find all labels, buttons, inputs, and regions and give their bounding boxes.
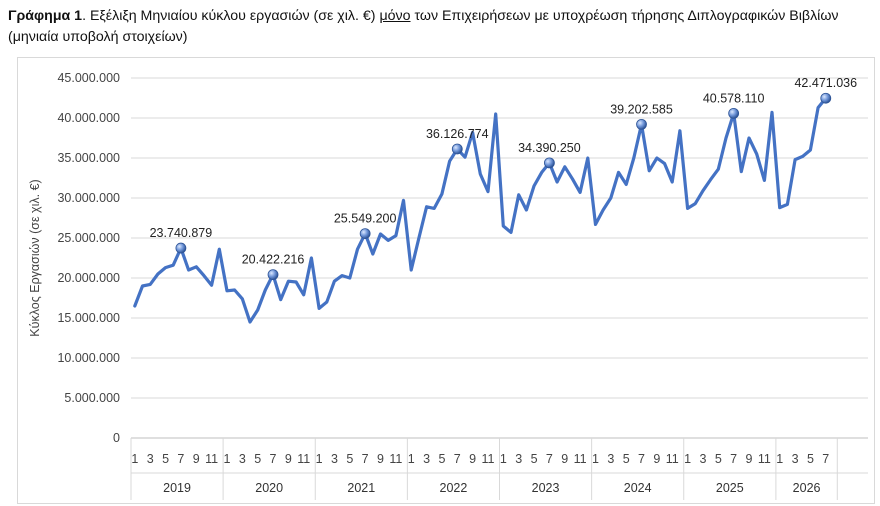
- x-tick-label: 7: [177, 452, 184, 466]
- x-tick-label: 1: [684, 452, 691, 466]
- x-tick-label: 9: [746, 452, 753, 466]
- x-tick-label: 11: [205, 452, 218, 466]
- x-tick-label: 11: [758, 452, 771, 466]
- x-tick-label: 3: [423, 452, 430, 466]
- y-tick-label: 30.000.000: [57, 191, 120, 205]
- data-point-marker: [636, 118, 647, 130]
- y-tick-label: 5.000.000: [64, 391, 120, 405]
- x-tick-label: 5: [254, 452, 261, 466]
- data-label: 40.578.110: [703, 91, 765, 105]
- x-tick-label: 5: [715, 452, 722, 466]
- data-point-marker: [175, 242, 187, 254]
- data-point-marker: [267, 269, 279, 281]
- data-label: 39.202.585: [610, 102, 673, 116]
- x-tick-label: 1: [592, 452, 599, 466]
- caption-prefix: Γράφημα 1: [8, 8, 83, 24]
- data-label: 20.422.216: [242, 253, 305, 267]
- y-axis-title: Κύκλος Εργασιών (σε χιλ. €): [28, 179, 42, 336]
- x-tick-label: 3: [331, 452, 338, 466]
- year-label: 2022: [440, 481, 468, 495]
- year-label: 2024: [624, 481, 652, 495]
- x-tick-label: 7: [822, 452, 829, 466]
- data-point-marker: [451, 143, 463, 155]
- year-label: 2023: [532, 481, 560, 495]
- data-label: 36.126.774: [426, 127, 489, 141]
- x-tick-label: 11: [666, 452, 679, 466]
- year-label: 2020: [255, 481, 283, 495]
- x-tick-label: 9: [469, 452, 476, 466]
- data-label: 25.549.200: [334, 212, 397, 226]
- x-tick-label: 9: [193, 452, 200, 466]
- y-tick-label: 15.000.000: [57, 311, 120, 325]
- x-tick-label: 5: [531, 452, 538, 466]
- x-tick-label: 3: [699, 452, 706, 466]
- x-tick-label: 1: [776, 452, 783, 466]
- y-tick-label: 45.000.000: [57, 71, 120, 85]
- y-tick-label: 0: [113, 431, 120, 445]
- x-tick-label: 1: [223, 452, 230, 466]
- x-tick-label: 3: [515, 452, 522, 466]
- caption-text-1: . Εξέλιξη Μηνιαίου κύκλου εργασιών (σε χ…: [82, 8, 380, 24]
- year-label: 2019: [163, 481, 191, 495]
- x-tick-label: 5: [623, 452, 630, 466]
- x-tick-label: 3: [147, 452, 154, 466]
- year-label: 2025: [716, 481, 744, 495]
- x-tick-label: 7: [638, 452, 645, 466]
- y-tick-label: 25.000.000: [57, 231, 120, 245]
- x-tick-label: 5: [438, 452, 445, 466]
- x-tick-label: 7: [454, 452, 461, 466]
- year-label: 2026: [793, 481, 821, 495]
- chart-panel: [17, 57, 875, 504]
- caption-text-2: των Επιχειρήσεων με υποχρέωση τήρησης Δι…: [8, 8, 839, 45]
- series-line: [133, 96, 828, 324]
- x-tick-label: 11: [574, 452, 587, 466]
- x-tick-label: 1: [131, 452, 138, 466]
- x-tick-label: 1: [408, 452, 415, 466]
- data-label: 34.390.250: [518, 141, 581, 155]
- x-tick-label: 9: [377, 452, 384, 466]
- y-tick-label: 10.000.000: [57, 351, 120, 365]
- x-tick-label: 11: [389, 452, 402, 466]
- x-tick-label: 5: [162, 452, 169, 466]
- data-point-marker: [820, 92, 832, 104]
- x-tick-label: 7: [546, 452, 553, 466]
- data-point-marker: [359, 228, 371, 240]
- x-tick-label: 3: [792, 452, 799, 466]
- data-point-marker: [728, 107, 740, 119]
- x-tick-label: 7: [730, 452, 737, 466]
- x-tick-label: 7: [270, 452, 277, 466]
- x-tick-label: 11: [481, 452, 494, 466]
- chart-caption: Γράφημα 1. Εξέλιξη Μηνιαίου κύκλου εργασ…: [8, 6, 876, 48]
- y-tick-label: 35.000.000: [57, 151, 120, 165]
- data-label: 23.740.879: [150, 226, 213, 240]
- year-label: 2021: [347, 481, 375, 495]
- x-tick-label: 9: [561, 452, 568, 466]
- x-tick-label: 7: [362, 452, 369, 466]
- data-point-marker: [544, 157, 555, 169]
- x-tick-label: 5: [346, 452, 353, 466]
- y-tick-label: 40.000.000: [57, 111, 120, 125]
- x-tick-label: 3: [607, 452, 614, 466]
- x-tick-label: 9: [653, 452, 660, 466]
- x-tick-label: 3: [239, 452, 246, 466]
- x-tick-label: 1: [500, 452, 507, 466]
- data-label: 42.471.036: [794, 76, 857, 90]
- y-tick-label: 20.000.000: [57, 271, 120, 285]
- x-tick-label: 11: [297, 452, 310, 466]
- x-tick-label: 9: [285, 452, 292, 466]
- x-tick-label: 5: [807, 452, 814, 466]
- x-tick-label: 1: [316, 452, 323, 466]
- caption-underlined-word: μόνο: [379, 8, 411, 24]
